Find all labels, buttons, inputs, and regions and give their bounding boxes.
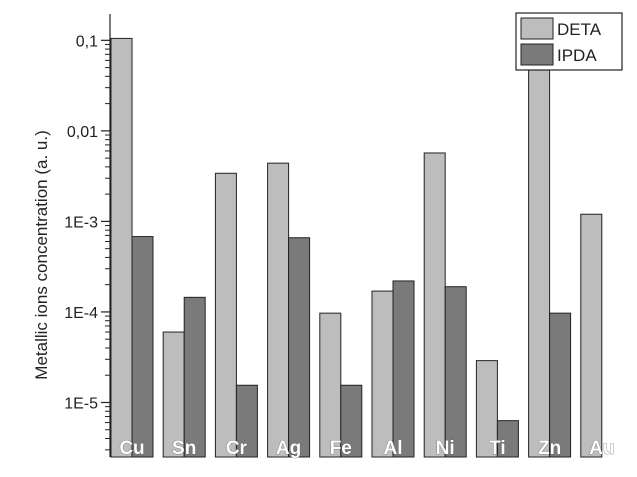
category-label-ti: Ti: [489, 438, 506, 459]
bar-ipda-cr: [235, 384, 258, 458]
bar-deta-al: [371, 290, 394, 458]
bar-deta-ag: [267, 162, 290, 458]
bar-ipda-fe: [340, 384, 363, 458]
category-label-zn: Zn: [538, 438, 561, 459]
category-label-cr: Cr: [226, 438, 248, 459]
bar-deta-ni: [423, 152, 446, 458]
y-tick-label: 1E-5: [64, 395, 98, 412]
category-label-sn: Sn: [172, 438, 196, 459]
bar-ipda-al: [392, 280, 415, 458]
bar-ipda-ti: [496, 420, 519, 458]
legend-swatch-ipda: [520, 43, 554, 66]
bar-deta-zn: [528, 64, 551, 458]
category-label-fe: Fe: [330, 438, 352, 459]
category-label-au: Au: [589, 438, 614, 459]
bar-deta-cu: [110, 37, 133, 458]
bar-deta-ti: [475, 360, 498, 458]
legend-label-ipda: IPDA: [557, 46, 597, 65]
category-label-ni: Ni: [436, 438, 455, 459]
bar-ipda-ag: [288, 237, 311, 458]
legend-label-deta: DETA: [557, 20, 602, 39]
y-tick-label: 1E-4: [64, 305, 98, 322]
y-axis-label: Metallic ions concentration (a. u.): [32, 130, 51, 379]
y-tick-label: 0,01: [67, 124, 98, 141]
legend: DETA IPDA: [515, 12, 623, 71]
legend-swatch-deta: [520, 17, 554, 40]
bar-deta-fe: [319, 312, 342, 458]
bar-deta-au: [580, 213, 603, 458]
bar-ipda-cu: [131, 236, 154, 458]
category-label-ag: Ag: [276, 438, 301, 459]
bars-layer: [110, 37, 603, 458]
bar-ipda-zn: [549, 312, 572, 458]
bar-ipda-sn: [183, 296, 206, 458]
y-tick-label: 1E-3: [64, 214, 98, 231]
category-label-al: Al: [384, 438, 403, 459]
y-axis: 0,1 0,01 1E-3 1E-4 1E-5: [64, 14, 111, 457]
y-tick-label: 0,1: [76, 33, 98, 50]
category-labels: Cu Sn Cr Ag Fe Al Ni Ti Zn Au: [119, 438, 615, 460]
bar-ipda-ni: [444, 286, 467, 458]
bar-deta-cr: [214, 172, 237, 458]
category-label-cu: Cu: [119, 438, 144, 459]
